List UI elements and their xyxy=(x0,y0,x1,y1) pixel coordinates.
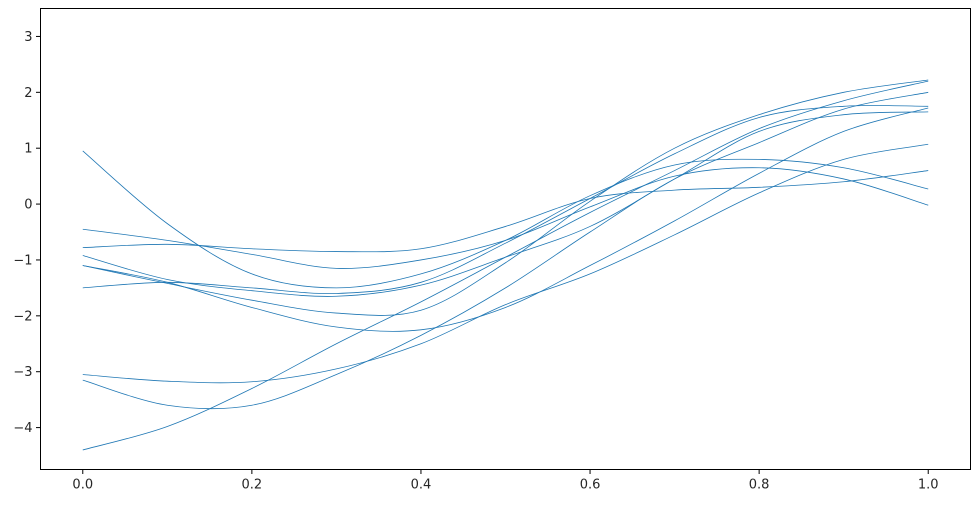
series-line-7 xyxy=(82,79,929,316)
x-tick-label: 1.0 xyxy=(918,478,939,493)
x-axis: 0.0 0.2 0.4 0.6 0.8 1.0 xyxy=(72,469,939,493)
y-tick-label: −3 xyxy=(13,365,32,380)
series-line-1 xyxy=(82,80,929,451)
x-tick-label: 0.8 xyxy=(749,478,770,493)
y-axis: −4 −3 −2 −1 0 1 2 3 xyxy=(13,30,41,436)
y-tick-label: 1 xyxy=(24,142,32,157)
y-tick-label: 0 xyxy=(24,198,32,213)
plot-area-frame xyxy=(40,8,971,470)
y-tick-label: 3 xyxy=(24,30,32,45)
series-line-2 xyxy=(82,143,929,384)
x-tick-label: 0.4 xyxy=(411,478,432,493)
y-tick-label: 2 xyxy=(24,86,32,101)
series-line-5 xyxy=(82,167,929,269)
series-line-8 xyxy=(82,105,929,294)
y-tick-label: −1 xyxy=(13,253,32,268)
y-tick-label: −2 xyxy=(13,309,32,324)
series-line-10 xyxy=(82,111,929,297)
x-tick-label: 0.2 xyxy=(242,478,263,493)
series-line-3 xyxy=(82,91,929,410)
series-line-6 xyxy=(82,170,929,253)
series-line-9 xyxy=(82,107,929,332)
series-layer xyxy=(82,79,929,451)
x-tick-label: 0.0 xyxy=(72,478,93,493)
x-tick-label: 0.6 xyxy=(580,478,601,493)
y-tick-label: −4 xyxy=(13,421,32,436)
